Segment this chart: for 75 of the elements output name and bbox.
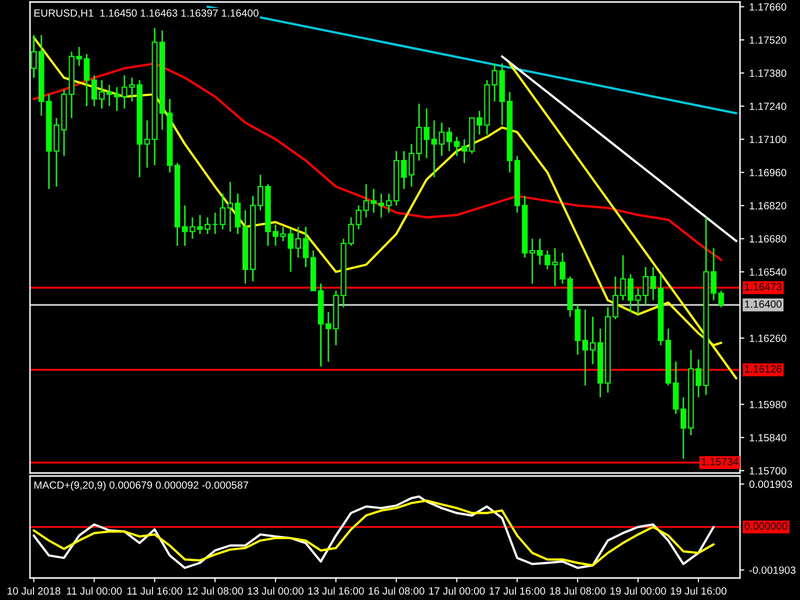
candlestick [431,120,437,178]
candlestick [30,34,37,78]
x-tick-label: 16 Jul 08:00 [368,587,424,595]
candlestick [401,150,407,190]
candlestick [386,193,392,214]
candlestick [582,308,588,386]
candlestick [642,266,648,306]
candlestick [620,254,626,301]
chart-title: MACD+(9,20,9) 0.000679 0.000092 -0.000587 [34,481,248,491]
candlestick [234,193,241,235]
y-tick-label: 1.16960 [750,168,786,176]
candlestick [182,204,188,246]
x-tick-label: 18 Jul 08:00 [550,587,606,595]
x-tick-label: 11 Jul 16:00 [127,587,182,595]
x-tick-label: 19 Jul 16:00 [670,587,726,595]
candlestick [378,193,384,218]
x-tick-label: 11 Jul 00:00 [67,587,122,595]
y-tick-label: 0.001903 [749,480,792,488]
candlestick [106,84,112,107]
candlestick [326,311,332,362]
y-tick-label: 1.15980 [750,400,786,408]
x-tick-label: 13 Jul 00:00 [248,587,304,595]
text: EURUSD,H1 1.16450 1.16463 1.16397 1.16400 [34,9,258,18]
x-tick-label: 13 Jul 16:00 [308,587,364,595]
x-tick-label: 17 Jul 00:00 [429,587,485,595]
candlestick [438,122,444,157]
x-tick-label: 10 Jul 2018 [8,587,60,595]
candlestick [544,250,550,270]
candlestick [258,174,264,211]
candlestick [295,226,301,258]
y-tick-label: 1.17240 [750,102,786,110]
candlestick [454,136,460,157]
candlestick [190,216,196,240]
y-tick-label: 1.17520 [750,36,786,44]
candlestick [227,181,233,232]
candlestick [302,226,309,268]
candlestick [212,212,218,235]
x-tick-label: 19 Jul 00:00 [610,587,666,595]
ref-line-label: 1.15734 [702,458,738,466]
y-tick-label: 1.15700 [750,467,786,475]
candlestick [612,276,618,320]
y-tick-label: 1.17660 [750,3,786,11]
candlestick [84,53,90,107]
x-tick-label: 17 Jul 16:00 [490,587,546,595]
candlestick [529,238,536,284]
y-tick-label: 1.17380 [750,70,786,77]
candlestick [718,290,724,308]
y-tick-label: 1.17100 [750,136,786,144]
candlestick [590,316,596,365]
candlestick [680,396,686,460]
ref-line-label: 1.16400 [745,300,782,308]
y-tick-label: 1.16260 [750,334,786,342]
candlestick [537,238,543,266]
candlestick [650,266,656,301]
ref-line-label: 1.16473 [745,283,782,290]
y-tick-label: 1.16540 [750,268,786,276]
candlestick [476,110,482,136]
y-tick-label: 1.16820 [750,202,786,210]
x-tick-label: 12 Jul 08:00 [187,587,244,595]
candlestick [363,184,369,218]
candlestick [91,74,98,107]
candlestick [76,46,82,67]
candlestick [461,138,468,164]
candlestick [122,74,128,110]
candlestick [446,126,452,152]
candlestick [220,193,226,230]
candlestick [288,228,294,273]
ref-line-label: 0.000000 [744,522,788,530]
y-tick-label: 1.15840 [750,434,786,442]
line-series [32,62,722,262]
y-tick-label: 1.16680 [750,235,786,243]
y-tick-label: -0.001903 [749,566,796,574]
candlestick [98,79,105,110]
ref-line-label: 1.16126 [745,365,782,373]
candlestick [144,120,150,168]
